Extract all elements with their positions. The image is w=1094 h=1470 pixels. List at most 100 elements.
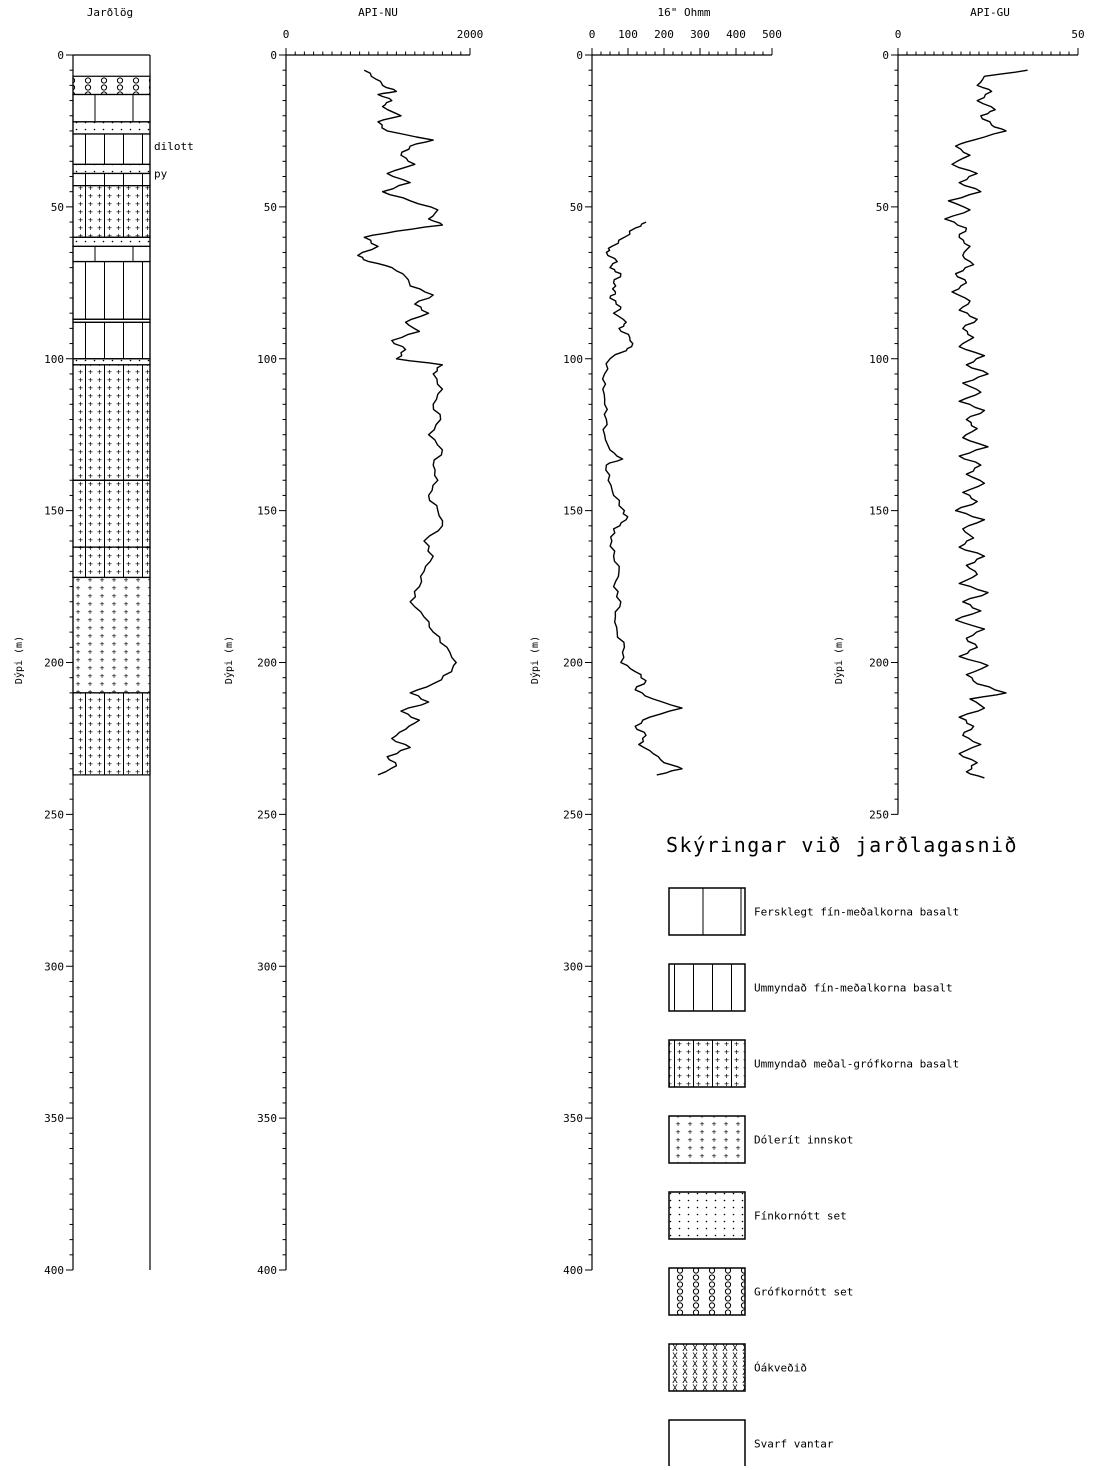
legend-swatch-ummyndad_medal_grof [668,1039,746,1088]
track-16-ohmm-y-label: Dýpi (m) [529,636,541,684]
track-api-gu-depth-tick-label: 50 [876,201,889,214]
lithology-depth-tick-label: 50 [51,201,64,214]
track-api-nu-depth-tick-label: 300 [257,960,277,973]
lithology-interval-ummyndad_medal_grof [72,364,151,481]
lithology-interval-ummyndad_medal_grof [72,692,151,776]
track-api-nu-depth-tick-label: 0 [270,49,277,62]
track-16-ohmm-depth-tick-label: 150 [563,505,583,518]
legend-swatch-grofkornott_set [668,1267,746,1316]
legend-swatch-svarf_vantar [668,1419,746,1468]
track-api-nu-title: API-NU [358,6,398,19]
lithology-interval-ummyndad_basalt [72,321,151,360]
track-16-ohmm-x-tick-label: 100 [618,28,638,41]
lithology-annotation: dilott [154,140,194,153]
track-api-nu-y-label: Dýpi (m) [223,636,235,684]
legend-item-ummyndad_medal_grof: Ummyndað meðal-grófkorna basalt [668,1039,959,1088]
lithology-interval-ummyndad_basalt [72,260,151,320]
track-api-gu-depth-tick-label: 100 [869,353,889,366]
track-16-ohmm: 16" Ohmm Dýpi (m) 0 50 100 150 200 250 300 350 4… [529,6,782,1277]
legend-item-dolerit: Dólerít innskot [668,1115,853,1164]
track-16-ohmm-depth-tick-label: 0 [576,49,583,62]
lithology-interval-ummyndad_basalt [72,172,151,187]
lithology-depth-tick-label: 0 [57,49,64,62]
legend-label: Ummyndað fín-meðalkorna basalt [754,982,953,995]
legend-item-fersklegt_basalt: Fersklegt fín-meðalkorna basalt [668,887,959,936]
track-api-nu-depth-tick-label: 350 [257,1112,277,1125]
legend-swatch-dolerit [668,1115,746,1164]
lithology-interval-fersklegt_basalt [72,93,151,123]
track-api-nu-depth-tick-label: 400 [257,1264,277,1277]
track-16-ohmm-depth-tick-label: 200 [563,657,583,670]
lithology-interval-grofkornott_set [72,75,151,96]
legend-swatch-finkornott_set [668,1191,746,1240]
track-api-nu-log-curve [357,69,457,776]
track-16-ohmm-depth-tick-label: 250 [563,808,583,821]
lithology-y-label: Dýpi (m) [13,636,25,684]
lithology-annotations: dilott py [154,140,194,180]
track-16-ohmm-x-tick-label: 0 [589,28,596,41]
lithology-depth-tick-label: 300 [44,960,64,973]
legend-label: Grófkornótt set [754,1286,853,1299]
lithology-legend: Skýringar við jarðlagasnið Fersklegt fín… [666,833,1018,1468]
lithology-intervals [72,75,151,776]
legend-label: Fersklegt fín-meðalkorna basalt [754,906,959,919]
track-api-nu-x-tick-label: 0 [283,28,290,41]
legend-label: Ummyndað meðal-grófkorna basalt [754,1058,959,1071]
lithology-interval-finkornott_set [72,358,151,366]
lithology-interval-ummyndad_basalt [72,133,151,165]
lithology-depth-tick-label: 400 [44,1264,64,1277]
legend-items: Fersklegt fín-meðalkorna basalt Ummyndað … [668,887,959,1468]
legend-swatch-fersklegt_basalt [668,887,746,936]
track-16-ohmm-title: 16" Ohmm [658,6,711,19]
legend-swatch-ummyndad_basalt [668,963,746,1012]
track-16-ohmm-x-tick-label: 500 [762,28,782,41]
legend-item-grofkornott_set: Grófkornótt set [668,1267,853,1316]
legend-item-finkornott_set: Fínkornótt set [668,1191,847,1240]
legend-label: Dólerít innskot [754,1134,853,1147]
track-api-nu-x-tick-label: 2000 [457,28,484,41]
track-api-gu-depth-tick-label: 200 [869,657,889,670]
lithology-interval-ummyndad_medal_grof [72,185,151,238]
track-api-nu-depth-tick-label: 150 [257,505,277,518]
legend-label: Svarf vantar [754,1438,834,1451]
track-16-ohmm-x-tick-label: 400 [726,28,746,41]
lithology-annotation: py [154,167,168,180]
lithology-interval-ummyndad_medal_grof [72,479,151,548]
lithology-depth-tick-label: 200 [44,657,64,670]
legend-item-ummyndad_basalt: Ummyndað fín-meðalkorna basalt [668,963,953,1012]
lithology-depth-tick-label: 350 [44,1112,64,1125]
track-16-ohmm-depth-tick-label: 350 [563,1112,583,1125]
track-16-ohmm-log-curve [601,221,683,776]
lithology-title: Jarðlög [87,6,133,19]
track-api-gu-title: API-GU [970,6,1010,19]
track-api-gu: API-GU Dýpi (m) 0 50 100 150 200 250 0 50 [833,6,1085,821]
lithology-interval-dolerit [72,576,151,694]
track-api-nu-depth-tick-label: 250 [257,808,277,821]
track-16-ohmm-depth-tick-label: 300 [563,960,583,973]
lithology-depth-tick-label: 250 [44,808,64,821]
legend-label: Óákveðið [754,1362,807,1375]
track-16-ohmm-depth-tick-label: 50 [570,201,583,214]
lithology-column: Jarðlög 0 50 100 150 200 250 300 350 400 dilott p… [13,6,194,1277]
track-api-gu-depth-tick-label: 0 [882,49,889,62]
legend-swatch-oakvedid [668,1343,746,1392]
track-16-ohmm-depth-tick-label: 100 [563,353,583,366]
lithology-interval-finkornott_set [72,121,151,135]
legend-item-oakvedid: Óákveðið [668,1343,807,1392]
track-api-nu: API-NU Dýpi (m) 0 50 100 150 200 250 300 350 400… [223,6,483,1277]
track-api-gu-log-curve [944,69,1028,779]
track-api-gu-depth-tick-label: 250 [869,808,889,821]
track-16-ohmm-depth-tick-label: 400 [563,1264,583,1277]
track-api-gu-depth-tick-label: 150 [869,505,889,518]
lithology-interval-ummyndad_medal_grof [72,546,151,579]
legend-title: Skýringar við jarðlagasnið [666,833,1018,857]
lithology-interval-fersklegt_basalt [72,245,151,263]
track-api-gu-x-tick-label: 50 [1071,28,1084,41]
track-api-gu-y-label: Dýpi (m) [833,636,845,684]
lithology-depth-tick-label: 150 [44,505,64,518]
track-16-ohmm-x-tick-label: 300 [690,28,710,41]
track-16-ohmm-x-tick-label: 200 [654,28,674,41]
track-api-nu-depth-tick-label: 200 [257,657,277,670]
